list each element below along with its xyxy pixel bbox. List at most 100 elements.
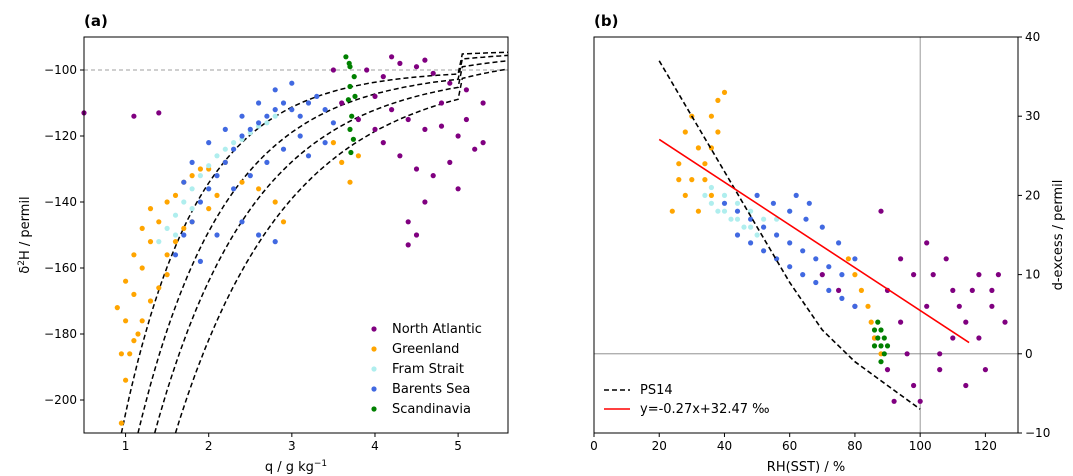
data-point-greenland [280,219,287,225]
x-tick-label: 80 [847,439,862,453]
data-point-barents-sea [289,107,295,113]
y-tick-label: 20 [1025,188,1040,202]
data-point-fram-strait [761,216,767,222]
data-point-north-atlantic [422,199,428,205]
data-point-greenland [330,140,336,146]
data-point-greenland [127,351,133,357]
data-point-barents-sea [852,303,858,309]
data-point-north-atlantic [397,153,403,159]
panel-b-points [669,89,1008,404]
data-point-barents-sea [247,173,253,179]
data-point-greenland [852,272,858,278]
data-point-greenland [676,177,682,183]
data-point-north-atlantic [405,242,411,248]
data-point-barents-sea [272,87,278,93]
data-point-greenland [197,166,203,172]
data-point-greenland [682,192,688,198]
data-point-barents-sea [256,120,262,126]
data-point-fram-strait [197,173,203,179]
data-point-barents-sea [222,126,228,132]
data-point-barents-sea [819,224,825,230]
data-point-barents-sea [852,256,858,262]
data-point-north-atlantic [413,166,420,172]
data-point-north-atlantic [372,93,378,99]
data-point-north-atlantic [911,382,917,389]
data-point-greenland [172,239,179,245]
data-point-barents-sea [256,100,262,106]
data-point-barents-sea [239,133,245,139]
data-point-north-atlantic [950,287,956,293]
x-tick-label: 2 [205,439,213,453]
data-point-greenland [239,179,245,185]
data-point-barents-sea [314,93,320,99]
data-point-north-atlantic [1002,319,1008,325]
data-point-north-atlantic [911,272,917,278]
data-point-north-atlantic [397,60,403,66]
y-tick-label: −140 [44,195,77,209]
data-point-barents-sea [806,200,812,206]
data-point-scandinavia [884,343,891,349]
data-point-barents-sea [774,232,780,238]
data-point-north-atlantic [937,351,943,357]
data-point-barents-sea [264,113,270,119]
data-point-barents-sea [305,100,312,106]
data-point-greenland [131,291,137,297]
panel-a-ylabel: δ2H / permil [17,196,33,273]
data-point-north-atlantic [389,107,395,113]
data-point-barents-sea [264,159,270,165]
panel-b-xticks: 0 20 40 60 80 100 120 [590,433,997,453]
data-point-north-atlantic [355,116,361,123]
data-point-north-atlantic [405,116,411,123]
y-tick-label: −200 [44,393,77,407]
data-point-scandinavia [347,126,353,132]
data-point-scandinavia [348,149,354,156]
data-point-north-atlantic [447,80,453,86]
panel-b-ylabel: d-excess / permil [1051,180,1066,291]
data-point-north-atlantic [976,335,982,341]
data-point-greenland [708,113,715,119]
data-point-north-atlantic [924,303,930,309]
data-point-north-atlantic [364,67,370,73]
data-point-north-atlantic [904,351,910,357]
panel-a-points [81,54,486,426]
data-point-scandinavia [350,136,356,142]
data-point-barents-sea [297,133,303,139]
data-point-barents-sea [322,107,328,113]
data-point-barents-sea [787,240,793,246]
data-point-greenland [123,377,129,383]
data-point-fram-strait [702,192,708,198]
data-point-barents-sea [214,232,220,238]
data-point-greenland [172,192,179,198]
data-point-greenland [164,272,170,278]
data-point-north-atlantic [836,287,842,293]
data-point-greenland [669,208,675,214]
panel-b-axes-frame [593,36,1019,434]
data-point-scandinavia [345,97,351,103]
data-point-north-atlantic [963,319,969,325]
data-point-greenland [139,265,145,271]
data-point-north-atlantic [937,367,943,373]
model-curve [174,68,509,434]
data-point-greenland [676,161,682,167]
data-point-barents-sea [239,113,245,119]
data-point-north-atlantic [430,70,436,76]
data-point-barents-sea [256,232,262,238]
data-point-north-atlantic [380,74,386,80]
data-point-north-atlantic [898,319,904,325]
data-point-north-atlantic [884,367,891,373]
data-point-greenland [131,338,137,344]
data-point-greenland [702,161,708,167]
data-point-barents-sea [322,140,328,146]
data-point-fram-strait [721,192,728,198]
data-point-barents-sea [770,200,777,206]
data-point-north-atlantic [480,140,486,146]
data-point-fram-strait [715,208,721,214]
data-point-north-atlantic [389,54,395,60]
data-point-greenland [147,239,154,245]
y-tick-label: −120 [44,129,77,143]
x-tick-label: 5 [454,439,462,453]
data-point-greenland [858,287,865,293]
data-point-fram-strait [172,232,179,238]
data-point-north-atlantic [878,208,884,214]
data-point-greenland [164,199,170,205]
